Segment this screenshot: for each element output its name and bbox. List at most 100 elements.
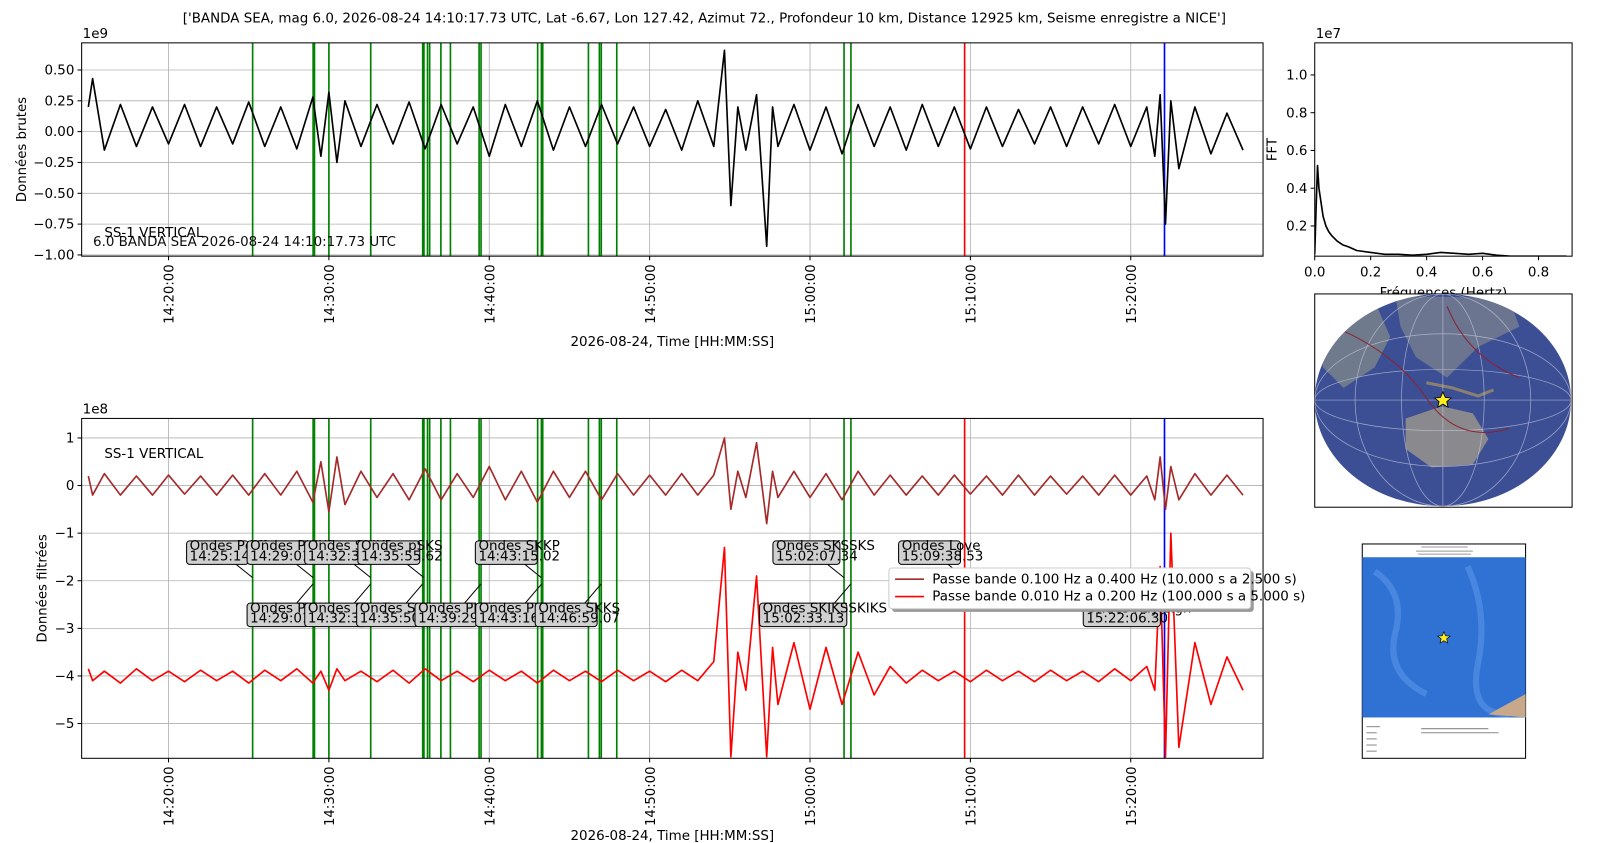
y-tick-label: −3 [55, 622, 75, 637]
y-tick-label: −1.00 [33, 249, 74, 264]
regional-map [1361, 543, 1527, 759]
plot-area [81, 42, 1264, 257]
x-tick-label: 14:20:00 [163, 766, 178, 826]
annotation-arrow [827, 563, 845, 579]
annotation-arrow [464, 583, 482, 604]
x-tick-label: 15:10:00 [964, 264, 979, 324]
annotation-time: 15:22:06.30 [1086, 612, 1168, 627]
x-tick-label: 14:30:00 [323, 766, 338, 826]
station-label: SS-1 VERTICAL [104, 447, 204, 462]
annotation-label: Ondes pSKS [361, 539, 443, 554]
annotation-arrow [833, 583, 852, 604]
series-line [1314, 164, 1567, 257]
y-tick-label: 0.00 [45, 125, 75, 140]
annotation-label: Ondes SKKS [538, 601, 620, 616]
annotation-box [759, 602, 848, 628]
y-axis-label: FFT [1265, 137, 1280, 161]
annotation-box [474, 540, 538, 565]
y-axis-label: Données brutes [14, 97, 30, 202]
bathymetry [1372, 565, 1510, 718]
x-tick-label: 0.6 [1472, 266, 1493, 281]
watermark: 6.0 BANDA SEA 2026-08-24 14:10:17.73 UTC [93, 235, 396, 250]
axes-frame [81, 417, 1264, 759]
x-tick-label: 15:00:00 [804, 766, 819, 826]
x-tick-label: 0.0 [1304, 266, 1325, 281]
legend [888, 567, 1252, 610]
land [1488, 693, 1526, 718]
x-tick-label: 15:00:00 [804, 264, 819, 324]
plate-boundary [1333, 305, 1520, 433]
annotation-arrow [407, 563, 425, 579]
map-legend [1366, 726, 1499, 752]
annotation-time: 15:02:33.13 [763, 612, 845, 627]
annotation-label: Ondes Love [902, 539, 981, 554]
plot-content [87, 42, 1244, 257]
x-tick-label: 14:50:00 [644, 264, 659, 324]
plot-content [87, 418, 1244, 759]
annotation-label: Ondes SKKP [478, 539, 559, 554]
y-offset-label: 1e8 [83, 402, 108, 417]
y-tick-label: 0.50 [45, 64, 75, 79]
y-offset-label: 1e7 [1316, 27, 1341, 42]
y-tick-label: 0 [66, 479, 75, 494]
epicenter-star [1436, 630, 1451, 644]
series-line [87, 49, 1244, 248]
annotation-arrow [296, 583, 314, 604]
station-label: SS-1 VERTICAL [104, 226, 204, 241]
annotation-box [534, 602, 598, 628]
legend-label: Passe bande 0.100 Hz a 0.400 Hz (10.000 … [932, 572, 1297, 587]
annotation-time: 15:02:07.34 [776, 549, 858, 564]
islands [1426, 381, 1495, 398]
annotation-time: 14:46:59.07 [538, 612, 620, 627]
annotation-arrow [584, 583, 602, 604]
y-tick-label: 0.4 [1286, 182, 1307, 197]
x-tick-label: 14:20:00 [163, 264, 178, 324]
plots: ['BANDA SEA, mag 6.0, 2026-08-24 14:10:1… [14, 12, 1573, 843]
axes-frame [1314, 42, 1573, 257]
epicenter-star [1433, 390, 1453, 409]
annotation-arrow [296, 563, 314, 579]
land [1405, 406, 1489, 468]
land [1395, 295, 1520, 378]
y-tick-label: −5 [55, 717, 75, 732]
annotation-box [772, 540, 841, 565]
y-tick-label: −0.50 [33, 187, 74, 202]
axes-frame [81, 42, 1264, 257]
x-tick-label: 14:40:00 [483, 766, 498, 826]
x-tick-label: 0.2 [1360, 266, 1381, 281]
series-line [87, 437, 1244, 525]
x-tick-label: 0.4 [1416, 266, 1437, 281]
annotation-label: Ondes SKIKSSKIKS [763, 601, 887, 616]
y-axis-label: Données filtrées [34, 534, 50, 642]
annotation-arrow [235, 563, 253, 579]
y-tick-label: 0.6 [1286, 144, 1307, 159]
annotation-arrow [353, 563, 372, 579]
annotation-arrow [405, 583, 424, 604]
y-tick-label: 0.8 [1286, 106, 1307, 121]
x-tick-label: 14:30:00 [323, 264, 338, 324]
annotation-arrow [353, 583, 372, 604]
x-axis-label: 2026-08-24, Time [HH:MM:SS] [571, 829, 775, 843]
y-tick-label: 0.2 [1286, 220, 1307, 235]
annotation-arrow [524, 583, 543, 604]
annotation-time: 14:35:55.62 [361, 549, 443, 564]
y-tick-label: −2 [55, 574, 75, 589]
x-tick-label: 14:40:00 [483, 264, 498, 324]
y-tick-label: 1 [66, 432, 75, 447]
globe-map [1314, 293, 1573, 508]
x-tick-label: 15:20:00 [1125, 264, 1140, 324]
plot-area [1314, 42, 1573, 257]
annotation-label: Ondes SKSSKS [776, 539, 875, 554]
y-offset-label: 1e9 [83, 27, 108, 42]
series-line [87, 532, 1244, 758]
x-tick-label: 15:10:00 [964, 766, 979, 826]
x-tick-label: 0.8 [1528, 266, 1549, 281]
annotation-time: 14:43:15.02 [478, 549, 560, 564]
annotation-time: 15:09:38.53 [902, 549, 984, 564]
chart-title: ['BANDA SEA, mag 6.0, 2026-08-24 14:10:1… [183, 12, 1226, 27]
x-axis-label: 2026-08-24, Time [HH:MM:SS] [571, 335, 775, 350]
x-tick-label: 15:20:00 [1125, 766, 1140, 826]
y-tick-label: −1 [55, 527, 75, 542]
